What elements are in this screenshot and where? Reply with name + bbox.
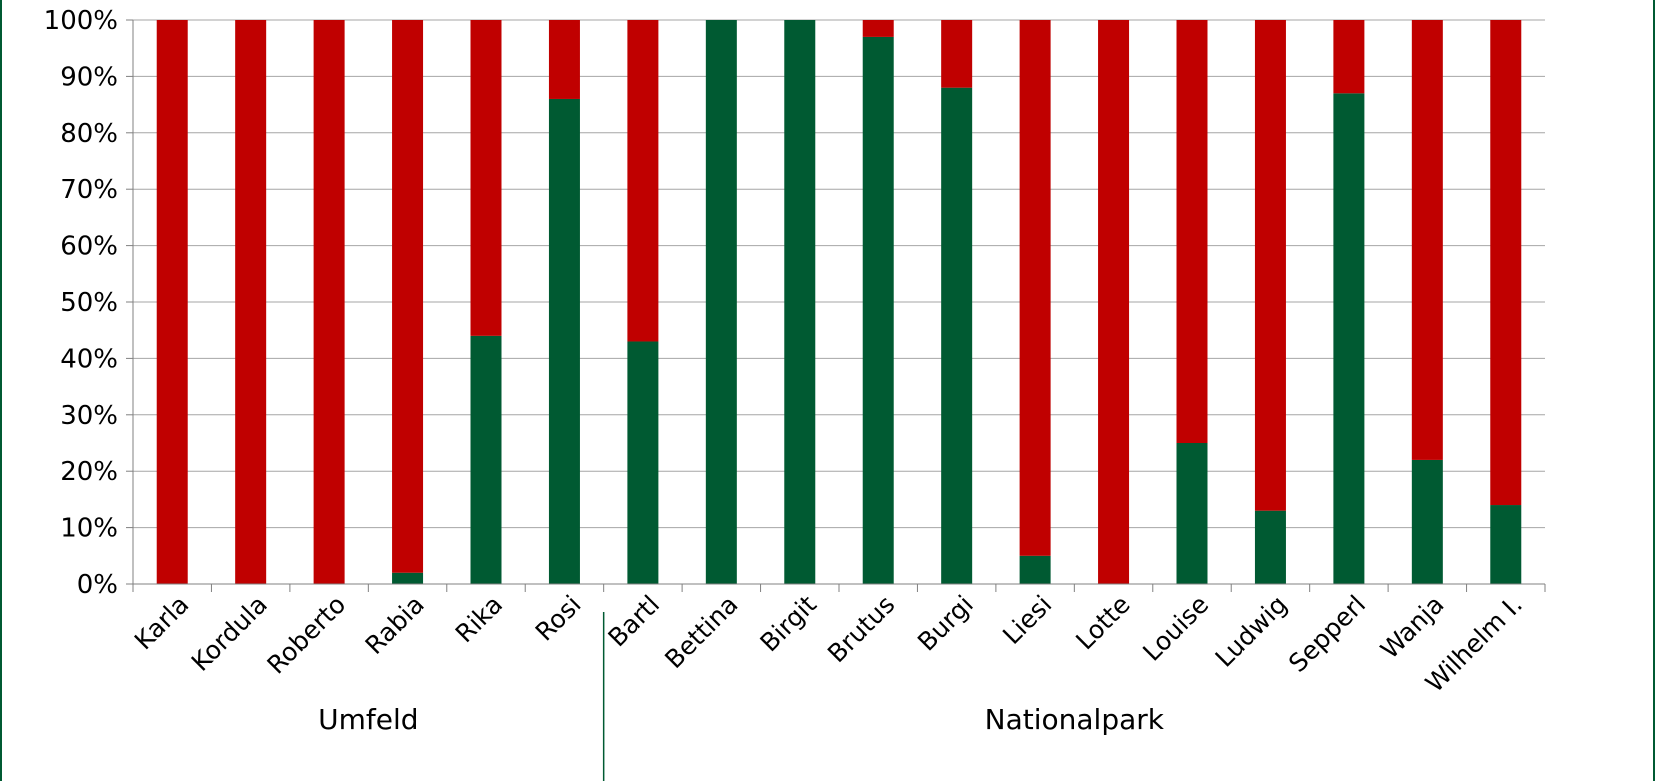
bar-segment-top bbox=[1490, 20, 1522, 506]
y-tick-label: 40% bbox=[60, 344, 118, 374]
x-category-label: Roberto bbox=[261, 590, 351, 680]
y-tick-label: 60% bbox=[60, 232, 118, 262]
y-tick-label: 80% bbox=[60, 119, 118, 149]
bar-segment-bottom bbox=[627, 341, 659, 584]
bar-segment-bottom bbox=[862, 36, 894, 585]
bar-segment-bottom bbox=[941, 87, 973, 585]
x-category-label: Brutus bbox=[822, 590, 900, 668]
bar-segment-top bbox=[627, 20, 659, 342]
y-tick-label: 70% bbox=[60, 175, 118, 205]
bar-segment-bottom bbox=[548, 98, 580, 585]
bar-segment-top bbox=[1254, 20, 1286, 511]
x-category-label: Louise bbox=[1137, 590, 1214, 667]
bar-segment-top bbox=[1019, 20, 1051, 556]
bar-segment-top bbox=[1411, 20, 1443, 460]
bar-segment-top bbox=[470, 20, 502, 336]
x-category-label: Ludwig bbox=[1210, 590, 1293, 673]
y-tick-label: 30% bbox=[60, 401, 118, 431]
bar-segment-top bbox=[1098, 20, 1130, 584]
bar-segment-top bbox=[1176, 20, 1208, 443]
bar-segment-bottom bbox=[705, 20, 737, 584]
x-category-label: Rabia bbox=[360, 590, 430, 660]
bar-segment-bottom bbox=[1490, 505, 1522, 584]
group-label: Nationalpark bbox=[985, 703, 1165, 736]
bar-segment-top bbox=[862, 20, 894, 37]
bar-segment-top bbox=[1333, 20, 1365, 94]
bar-segment-top bbox=[392, 20, 424, 573]
axes bbox=[132, 20, 1546, 592]
bar-segment-top bbox=[941, 20, 973, 88]
x-category-label: Liesi bbox=[997, 590, 1057, 650]
bar-segment-top bbox=[156, 20, 188, 584]
bar-segment-bottom bbox=[470, 335, 502, 584]
x-category-label: Karla bbox=[129, 590, 195, 656]
bar-segment-bottom bbox=[1176, 443, 1208, 584]
bar-segment-bottom bbox=[1254, 510, 1286, 584]
x-category-label: Bettina bbox=[659, 590, 743, 674]
bars bbox=[156, 20, 1522, 585]
group-label: Umfeld bbox=[318, 703, 418, 736]
x-category-label: Bartl bbox=[603, 590, 666, 653]
y-tick-label: 20% bbox=[60, 457, 118, 487]
x-category-label: Rosi bbox=[530, 590, 587, 647]
y-tick-label: 90% bbox=[60, 62, 118, 92]
bar-segment-bottom bbox=[784, 20, 816, 584]
x-category-label: Wanja bbox=[1375, 590, 1450, 665]
bar-segment-bottom bbox=[1411, 459, 1443, 584]
x-category-label: Birgit bbox=[754, 590, 822, 658]
bar-segment-top bbox=[235, 20, 267, 584]
x-category-label: Kordula bbox=[186, 590, 273, 677]
bar-segment-bottom bbox=[392, 572, 424, 584]
y-tick-label: 0% bbox=[77, 570, 118, 600]
x-category-label: Sepperl bbox=[1283, 590, 1371, 678]
gridlines bbox=[133, 19, 1545, 529]
x-category-label: Burgi bbox=[912, 590, 979, 657]
bar-segment-bottom bbox=[1019, 555, 1051, 584]
x-category-label: Lotte bbox=[1070, 590, 1136, 656]
y-tick-label: 10% bbox=[60, 514, 118, 544]
group-labels: Umfeld Nationalpark bbox=[318, 612, 1165, 781]
bar-segment-top bbox=[548, 20, 580, 99]
x-category-label: Rika bbox=[450, 590, 508, 648]
bar-segment-top bbox=[313, 20, 345, 584]
y-tick-label: 100% bbox=[44, 6, 118, 36]
bar-segment-bottom bbox=[1333, 93, 1365, 584]
y-axis-tick-labels: 0% 10% 20% 30% 40% 50% 60% 70% 80% 90% 100% bbox=[44, 6, 133, 600]
y-tick-label: 50% bbox=[60, 288, 118, 318]
